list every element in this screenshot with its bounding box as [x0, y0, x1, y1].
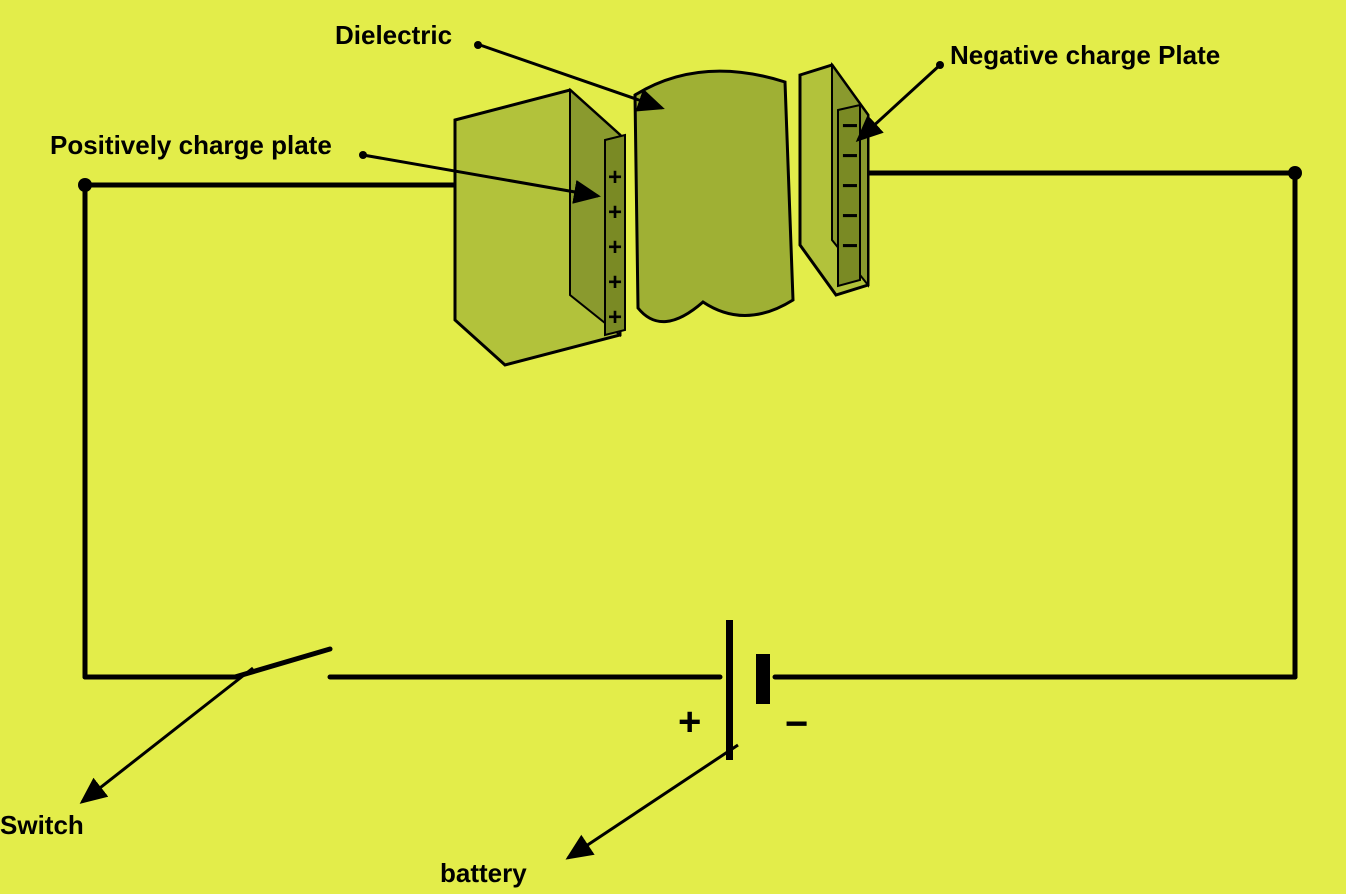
svg-text:+: + — [608, 269, 622, 296]
battery-arrow — [568, 745, 738, 858]
svg-text:−: − — [842, 170, 858, 201]
svg-text:−: − — [842, 110, 858, 141]
dielectric — [635, 71, 793, 322]
svg-text:−: − — [842, 140, 858, 171]
svg-text:−: − — [842, 200, 858, 231]
svg-text:+: + — [608, 164, 622, 191]
positive-plate — [455, 90, 625, 365]
positive-charges: + + + + + — [608, 164, 622, 331]
battery-plus-symbol: + — [678, 700, 701, 745]
svg-text:+: + — [608, 199, 622, 226]
negative-plate-label: Negative charge Plate — [950, 40, 1220, 71]
svg-text:−: − — [842, 230, 858, 261]
right-node — [1288, 166, 1302, 180]
negative-charges: − − − − − — [842, 110, 858, 261]
switch-arrow — [82, 668, 253, 802]
svg-text:+: + — [608, 234, 622, 261]
switch-label: Switch — [0, 810, 84, 841]
negative-plate-arrow — [858, 65, 940, 140]
battery-label: battery — [440, 858, 527, 889]
battery-minus-symbol: − — [785, 702, 808, 747]
battery-symbol — [726, 620, 770, 760]
left-node — [78, 178, 92, 192]
svg-text:+: + — [608, 304, 622, 331]
dielectric-label: Dielectric — [335, 20, 452, 51]
positive-plate-label: Positively charge plate — [50, 130, 332, 161]
